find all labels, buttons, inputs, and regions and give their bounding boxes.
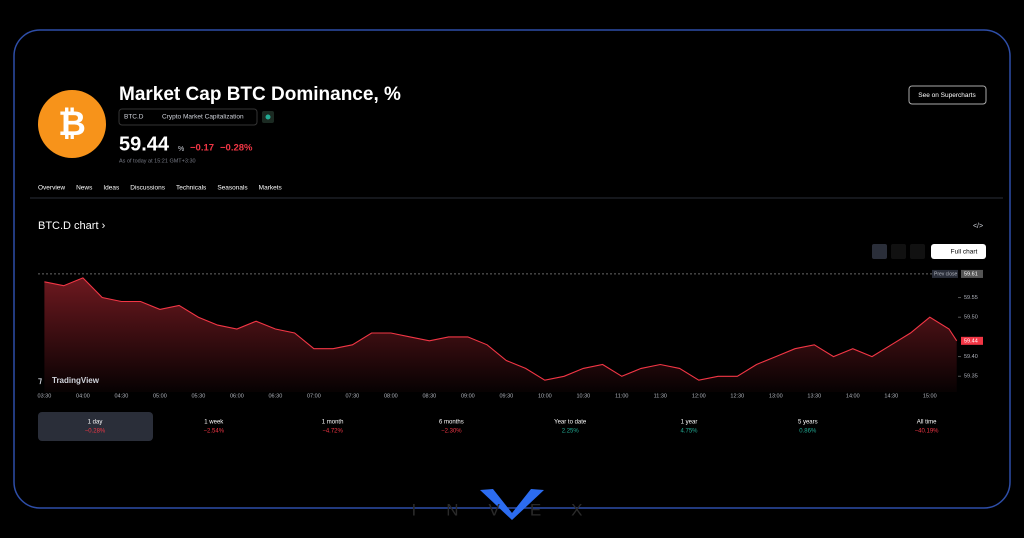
x-tick-label: 06:00 bbox=[230, 393, 244, 399]
x-tick-label: 04:30 bbox=[115, 393, 129, 399]
x-tick-label: 08:30 bbox=[422, 393, 436, 399]
x-tick-label: 05:30 bbox=[192, 393, 206, 399]
period-label[interactable]: 1 month bbox=[322, 420, 344, 426]
watermark: TradingView bbox=[52, 376, 100, 385]
status-dot bbox=[265, 114, 271, 120]
period-change: 0.86% bbox=[799, 429, 817, 435]
x-tick-label: 05:00 bbox=[153, 393, 167, 399]
price: 59.44 bbox=[119, 133, 170, 155]
last-price: 59.44 bbox=[964, 338, 978, 344]
prev-close-value: 59.61 bbox=[964, 271, 978, 277]
period-label[interactable]: 1 day bbox=[88, 420, 103, 426]
x-tick-label: 10:30 bbox=[576, 393, 590, 399]
x-tick-label: 14:00 bbox=[846, 393, 860, 399]
brand: INVEX bbox=[411, 500, 612, 519]
candle-type-button[interactable] bbox=[891, 244, 906, 259]
x-tick-label: 12:30 bbox=[730, 393, 744, 399]
prev-close-label: Prev close bbox=[934, 271, 958, 277]
period-selected bbox=[38, 412, 153, 441]
periods: 1 day −0.28% 1 week −2.54% 1 month −4.72% 6 mo… bbox=[38, 412, 939, 441]
period-change: −4.72% bbox=[322, 429, 343, 435]
tab[interactable]: Ideas bbox=[103, 185, 120, 192]
supercharts-label: See on Supercharts bbox=[918, 92, 976, 99]
as-of: As of today at 15:21 GMT+3:30 bbox=[119, 158, 196, 164]
symbol: BTC.D bbox=[124, 114, 144, 121]
x-tick-label: 15:00 bbox=[923, 393, 937, 399]
last-price-tag bbox=[961, 336, 983, 345]
period-change: −2.54% bbox=[204, 429, 225, 435]
x-tick-label: 11:00 bbox=[615, 393, 628, 399]
y-tick-label: 59.55 bbox=[964, 295, 978, 301]
snapshot-button[interactable] bbox=[910, 244, 925, 259]
chart: 59.35 59.40 59.50 59.55 03:30 04:00 04:30 05:00… bbox=[38, 269, 983, 399]
y-tick-label: 59.50 bbox=[964, 315, 978, 321]
price-line bbox=[44, 277, 958, 381]
period-label[interactable]: All time bbox=[917, 420, 937, 426]
x-tick-label: 12:00 bbox=[692, 393, 706, 399]
period-change: 4.75% bbox=[680, 429, 698, 435]
x-tick-label: 14:30 bbox=[884, 393, 898, 399]
btc-logo bbox=[38, 90, 106, 158]
period-label[interactable]: 1 week bbox=[204, 420, 224, 426]
btc-symbol: ₿ bbox=[58, 105, 86, 143]
period-label[interactable]: 1 year bbox=[681, 420, 698, 426]
embed-icon[interactable]: </> bbox=[973, 223, 983, 230]
period-change: −0.28% bbox=[85, 429, 106, 435]
tab[interactable]: Technicals bbox=[176, 185, 207, 192]
change: −0.17 bbox=[190, 143, 214, 154]
x-tick-label: 13:30 bbox=[807, 393, 821, 399]
x-tick-label: 10:00 bbox=[538, 393, 552, 399]
symbol-badge[interactable] bbox=[118, 108, 258, 126]
x-tick-label: 04:00 bbox=[76, 393, 90, 399]
tabs: Overview News Ideas Discussions Technicals Se… bbox=[38, 185, 283, 192]
x-tick-label: 09:00 bbox=[461, 393, 475, 399]
tab[interactable]: Discussions bbox=[130, 185, 165, 192]
period-change: −2.30% bbox=[441, 429, 462, 435]
title: Market Cap BTC Dominance, % bbox=[119, 84, 401, 105]
period-label[interactable]: Year to date bbox=[554, 420, 587, 426]
tab[interactable]: Seasonals bbox=[217, 185, 248, 192]
y-tick-label: 59.35 bbox=[964, 374, 978, 380]
full-chart-label: Full chart bbox=[951, 249, 978, 256]
x-tick-label: 07:30 bbox=[345, 393, 359, 399]
price-unit: % bbox=[178, 146, 184, 153]
brand-logo bbox=[480, 489, 544, 520]
section-title: BTC.D chart › bbox=[38, 220, 106, 232]
area-fill bbox=[44, 277, 957, 392]
x-tick-label: 06:30 bbox=[268, 393, 282, 399]
change-pct: −0.28% bbox=[220, 143, 253, 154]
watermark-logo: ⁊ bbox=[38, 376, 42, 385]
x-tick-label: 07:00 bbox=[307, 393, 321, 399]
supercharts-button[interactable] bbox=[908, 85, 987, 105]
tab[interactable]: Markets bbox=[259, 185, 283, 192]
prev-close-tag bbox=[932, 269, 958, 278]
x-tick-label: 11:30 bbox=[654, 393, 667, 399]
prev-close-value-tag bbox=[961, 269, 983, 278]
exchange: Crypto Market Capitalization bbox=[162, 114, 244, 121]
period-label[interactable]: 6 months bbox=[439, 420, 464, 426]
period-label[interactable]: 5 years bbox=[798, 420, 818, 426]
full-chart-button[interactable] bbox=[931, 244, 986, 259]
period-change: 2.25% bbox=[562, 429, 580, 435]
area-type-button[interactable] bbox=[872, 244, 887, 259]
y-tick-label: 59.40 bbox=[964, 354, 978, 360]
tab[interactable]: News bbox=[76, 185, 93, 192]
x-tick-label: 03:30 bbox=[38, 393, 52, 399]
period-change: −40.19% bbox=[915, 429, 940, 435]
x-tick-label: 13:00 bbox=[769, 393, 783, 399]
x-tick-label: 09:30 bbox=[499, 393, 513, 399]
tab[interactable]: Overview bbox=[38, 185, 65, 192]
x-tick-label: 08:00 bbox=[384, 393, 398, 399]
